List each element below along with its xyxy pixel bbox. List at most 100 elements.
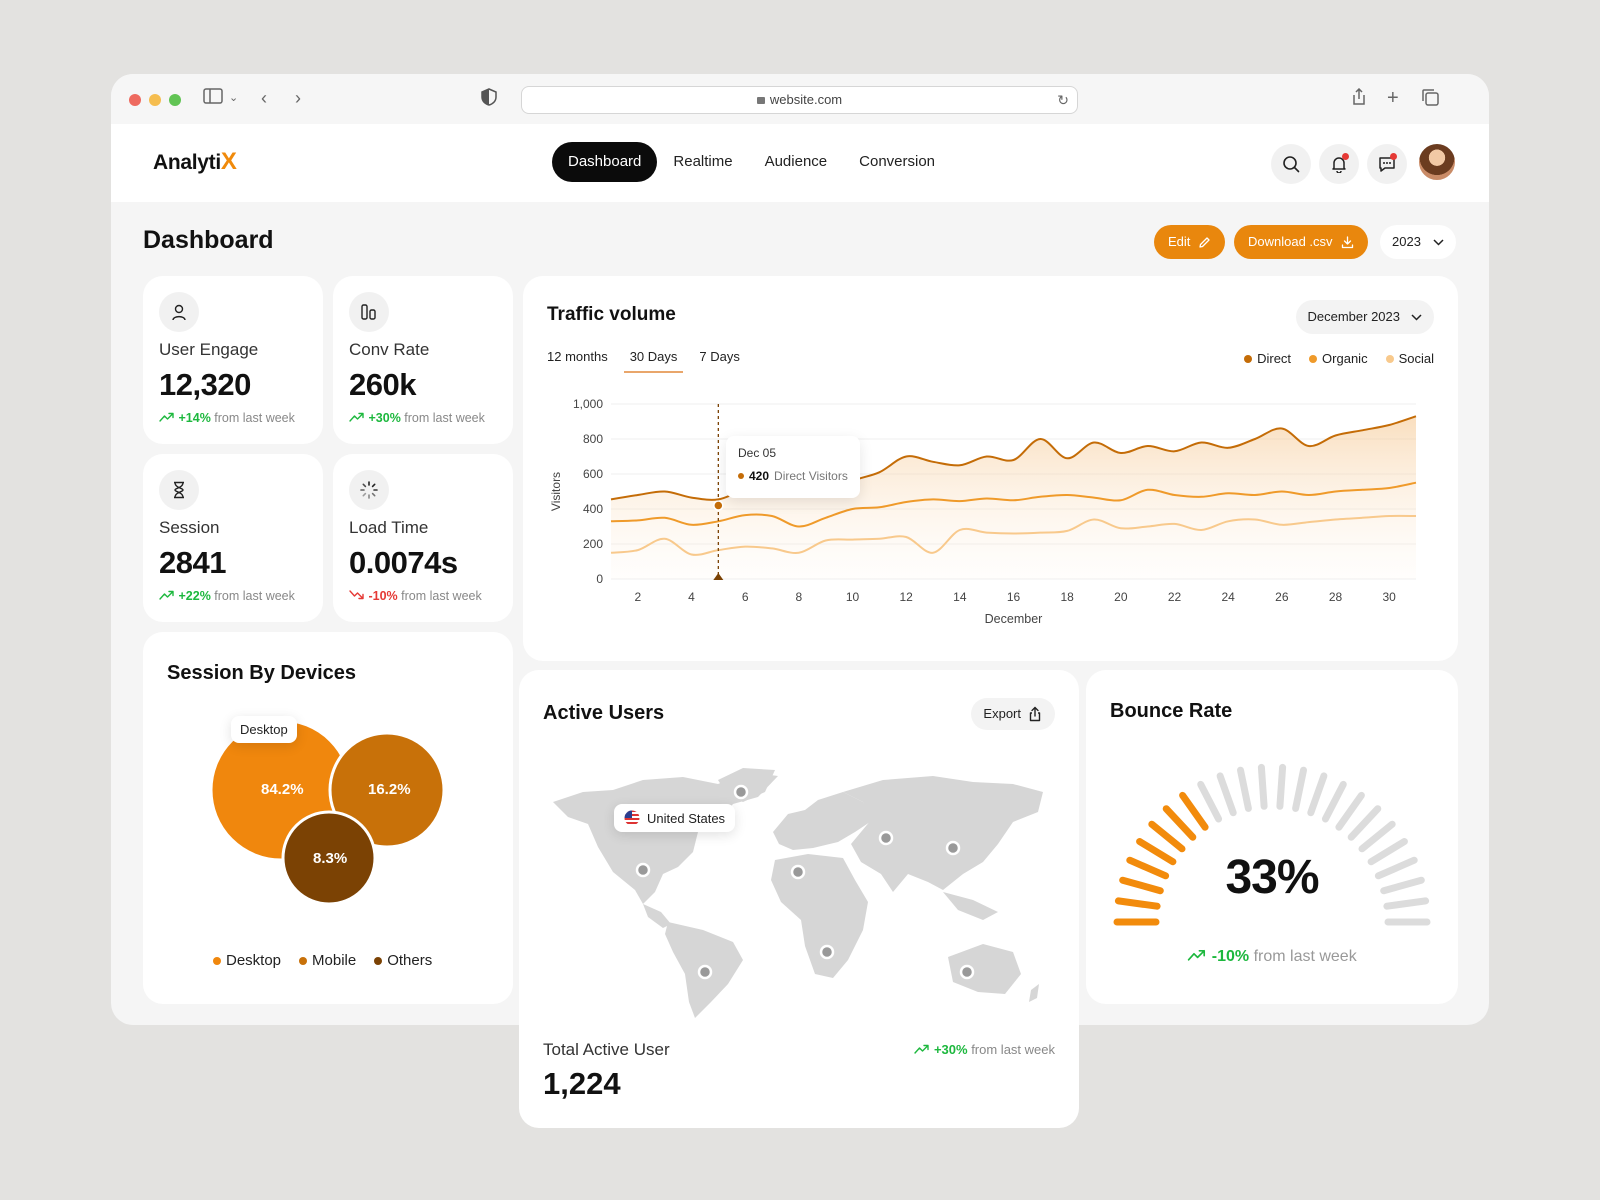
notifications-button[interactable]: [1319, 144, 1359, 184]
pencil-icon: [1199, 236, 1211, 248]
gauge-tick-empty: [1276, 763, 1287, 810]
month-select[interactable]: December 2023: [1295, 300, 1434, 334]
stat-card-session: Session 2841 +22% from last week: [143, 454, 323, 622]
map-marker-us[interactable]: [635, 862, 651, 878]
map-marker-russia[interactable]: [878, 830, 894, 846]
back-icon[interactable]: ‹: [261, 88, 267, 108]
x-tick-label: 8: [795, 590, 802, 604]
gauge-tick-empty: [1197, 780, 1223, 823]
map-marker-africa[interactable]: [819, 944, 835, 960]
hover-marker: [713, 573, 724, 580]
greenland-shape: [718, 768, 775, 802]
map-marker-china[interactable]: [945, 840, 961, 856]
y-tick-label: 200: [583, 537, 603, 551]
legend-item-direct: Direct: [1244, 351, 1291, 366]
australia-shape: [948, 944, 1021, 994]
shield-icon[interactable]: [481, 88, 497, 112]
share-icon[interactable]: [1351, 87, 1367, 112]
range-tab-7-days[interactable]: 7 Days: [699, 349, 740, 364]
browser-toolbar: ⌄ ‹ › website.com ↻ +: [111, 74, 1489, 124]
stat-card-load-time: Load Time 0.0074s -10% from last week: [333, 454, 513, 622]
lock-icon: [756, 97, 765, 104]
bubble-label-desktop: 84.2%: [261, 781, 304, 798]
card-title: Traffic volume: [547, 304, 676, 325]
world-map: [553, 768, 1043, 1018]
legend-label: Organic: [1322, 351, 1368, 366]
gauge-tick-empty: [1335, 791, 1365, 831]
download-button-label: Download .csv: [1248, 234, 1333, 249]
central-america-shape: [643, 904, 671, 928]
active-users-card: Active Users Export U: [519, 670, 1079, 1128]
map-marker-canada[interactable]: [733, 784, 749, 800]
legend-swatch: [374, 956, 383, 965]
map-marker-australia[interactable]: [959, 964, 975, 980]
stat-value: 2841: [159, 545, 226, 580]
legend-swatch: [1385, 354, 1394, 363]
range-tabs: 12 months 30 Days 7 Days: [547, 349, 740, 373]
legend-swatch: [1244, 354, 1253, 363]
address-bar[interactable]: website.com ↻: [521, 86, 1078, 114]
range-tab-30-days[interactable]: 30 Days: [623, 349, 684, 373]
x-tick-label: 20: [1114, 590, 1128, 604]
edit-button[interactable]: Edit: [1154, 225, 1226, 259]
map-marker-brazil[interactable]: [697, 964, 713, 980]
gauge-tick-filled: [1162, 805, 1197, 841]
card-title: Bounce Rate: [1110, 700, 1233, 722]
x-tick-label: 22: [1168, 590, 1182, 604]
maximize-window-button[interactable]: [169, 94, 181, 106]
stat-card-conv-rate: Conv Rate 260k +30% from last week: [333, 276, 513, 444]
chevron-down-icon[interactable]: ⌄: [229, 92, 239, 104]
southeast-asia-shape: [943, 892, 998, 920]
month-select-value: December 2023: [1307, 309, 1401, 324]
export-button[interactable]: Export: [971, 698, 1055, 730]
brand-logo[interactable]: AnalytiX: [153, 148, 237, 176]
share-icon: [1029, 706, 1041, 722]
tab-audience[interactable]: Audience: [764, 153, 828, 170]
stat-change-suffix: from last week: [404, 411, 485, 425]
stat-change-suffix: from last week: [401, 589, 482, 603]
stat-card-user-engage: User Engage 12,320 +14% from last week: [143, 276, 323, 444]
avatar[interactable]: [1417, 142, 1457, 182]
tab-conversion[interactable]: Conversion: [859, 153, 936, 170]
messages-button[interactable]: [1367, 144, 1407, 184]
bounce-rate-card: Bounce Rate 33% -10% from last week: [1086, 670, 1458, 1004]
minimize-window-button[interactable]: [149, 94, 161, 106]
range-tab-12-months[interactable]: 12 months: [547, 349, 608, 364]
x-tick-label: 14: [953, 590, 967, 604]
forward-icon[interactable]: ›: [295, 88, 301, 108]
stat-change: -10% from last week: [349, 589, 482, 603]
total-active-value: 1,224: [543, 1066, 621, 1101]
close-window-button[interactable]: [129, 94, 141, 106]
year-select[interactable]: 2023: [1380, 225, 1456, 259]
reload-icon[interactable]: ↻: [1057, 92, 1069, 108]
bubble-others[interactable]: [281, 810, 377, 906]
stat-change-value: +22%: [178, 589, 211, 603]
tabs-overview-icon[interactable]: [1421, 88, 1439, 112]
gauge-tick-filled: [1114, 897, 1161, 910]
stat-change-suffix: from last week: [214, 589, 295, 603]
map-marker-europe[interactable]: [790, 864, 806, 880]
bubble-label-others: 8.3%: [313, 850, 348, 867]
legend-label: Others: [387, 952, 433, 969]
trend-up-icon: [159, 412, 174, 422]
brand-accent-letter: X: [220, 148, 237, 175]
chart-tooltip: Dec 05 420 Direct Visitors: [726, 436, 860, 498]
tab-dashboard[interactable]: Dashboard: [552, 142, 658, 182]
tab-realtime[interactable]: Realtime: [673, 153, 733, 170]
download-csv-button[interactable]: Download .csv: [1234, 225, 1368, 259]
tooltip-text: Direct Visitors: [774, 469, 848, 483]
bubble-mobile[interactable]: [328, 731, 446, 849]
trend-up-icon: [914, 1044, 930, 1054]
x-tick-label: 30: [1382, 590, 1396, 604]
search-button[interactable]: [1271, 144, 1311, 184]
sidebar-toggle-icon[interactable]: [203, 88, 223, 110]
bar-chart-icon: [349, 292, 389, 332]
bubble-label-mobile: 16.2%: [368, 781, 411, 798]
stat-label: User Engage: [159, 340, 259, 359]
trend-up-icon: [1188, 949, 1206, 961]
stat-value: 260k: [349, 367, 416, 402]
new-tab-icon[interactable]: +: [1387, 87, 1399, 109]
legend-item-desktop: Desktop: [213, 952, 281, 969]
legend-swatch: [299, 956, 308, 965]
bounce-change-value: -10%: [1211, 948, 1250, 965]
